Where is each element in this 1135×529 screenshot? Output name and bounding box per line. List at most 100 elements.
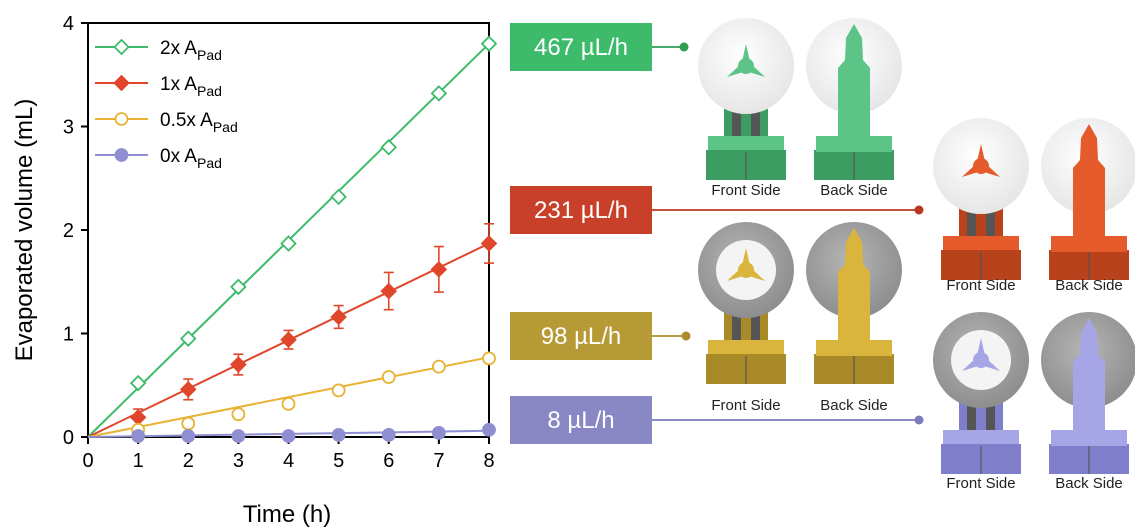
callout-label: 467 µL/h	[534, 34, 628, 61]
device-pair-1: Front Side Back Side	[933, 118, 1135, 294]
legend-entry-0: 2x APad	[95, 38, 222, 63]
legend-label: 2x APad	[160, 38, 222, 63]
legend-entry-3: 0x APad	[95, 146, 222, 171]
device-stem	[1073, 124, 1105, 236]
data-point	[430, 261, 448, 278]
data-point	[482, 422, 496, 437]
data-point	[230, 278, 247, 296]
legend-entry-2: 0.5x APad	[95, 110, 238, 135]
x-tick-label: 1	[133, 450, 144, 472]
device-base-top	[943, 236, 1019, 252]
x-axis-label: Time (h)	[243, 501, 331, 528]
plot-frame	[87, 22, 490, 438]
legend-label: 0.5x APad	[160, 110, 238, 135]
device-base-top	[708, 136, 784, 152]
callout-box	[510, 312, 652, 360]
y-tick-label: 2	[63, 220, 74, 242]
tick-labels: 0 1 2 3 4 5 6 7 8 0 1 2 3 4	[63, 13, 495, 472]
data-point	[431, 359, 446, 374]
front-side-caption: Front Side	[946, 277, 1015, 294]
x-tick-label: 0	[82, 450, 93, 472]
callout-0: 467 µL/h	[510, 23, 689, 71]
data-point	[181, 416, 196, 431]
device-pair-3: Front Side Back Side	[933, 312, 1135, 492]
data-point	[280, 331, 297, 348]
callout-2: 98 µL/h	[510, 312, 691, 360]
device-back	[1041, 118, 1135, 280]
data-point	[381, 428, 396, 442]
data-point	[430, 85, 448, 102]
data-point	[331, 428, 346, 442]
device-renderings: Front Side Back Side Front Side Back Side Fr…	[698, 18, 1135, 492]
back-side-caption: Back Side	[820, 182, 888, 199]
device-back	[806, 18, 902, 180]
device-back	[806, 222, 902, 384]
device-pair-0: Front Side Back Side	[698, 18, 902, 199]
callout-1: 231 µL/h	[510, 186, 924, 234]
device-base-top	[816, 136, 892, 152]
data-point	[280, 235, 297, 252]
device-hub	[973, 352, 989, 368]
data-point	[113, 38, 130, 56]
x-tick-label: 6	[383, 450, 394, 472]
evaporation-chart: 0 1 2 3 4 5 6 7 8 0 1 2 3 4 2x APad 1x APad 0.5x APad 0x…	[11, 13, 498, 528]
callout-dot	[914, 205, 924, 215]
y-axis-label: Evaporated volume (mL)	[11, 99, 38, 362]
data-point	[231, 407, 246, 422]
data-point	[131, 429, 146, 443]
series-2	[87, 351, 496, 438]
front-side-caption: Front Side	[711, 397, 780, 414]
data-point	[281, 396, 296, 411]
front-side-caption: Front Side	[711, 182, 780, 199]
x-tick-label: 4	[283, 450, 294, 472]
x-tick-label: 3	[233, 450, 244, 472]
device-base-top	[943, 430, 1019, 446]
x-tick-label: 5	[333, 450, 344, 472]
device-stem	[838, 228, 870, 340]
data-point	[330, 308, 347, 326]
data-point	[179, 330, 197, 347]
y-tick-label: 3	[63, 117, 74, 139]
data-point	[114, 148, 129, 162]
data-point	[330, 188, 347, 206]
device-base-top	[708, 340, 784, 356]
device-front	[698, 18, 794, 180]
device-stem	[1073, 318, 1105, 430]
y-tick-label: 0	[63, 427, 74, 449]
data-point	[480, 235, 498, 252]
legend-label: 0x APad	[160, 146, 222, 171]
callout-dot	[681, 331, 691, 341]
rate-callouts: 467 µL/h 231 µL/h 98 µL/h 8 µL/h	[510, 23, 924, 444]
device-slot	[967, 210, 976, 238]
device-stem	[838, 24, 870, 136]
x-tick-label: 2	[183, 450, 194, 472]
data-point	[480, 35, 498, 52]
device-hub	[738, 262, 754, 278]
data-point	[179, 381, 197, 398]
back-side-caption: Back Side	[820, 397, 888, 414]
data-point	[331, 383, 346, 398]
data-point	[482, 351, 496, 366]
device-slot	[967, 404, 976, 432]
device-base-top	[816, 340, 892, 356]
callout-box	[510, 186, 652, 234]
callout-3: 8 µL/h	[510, 396, 924, 444]
data-point	[231, 429, 246, 443]
data-point	[380, 138, 398, 156]
callout-box	[510, 23, 652, 71]
device-slot	[751, 110, 760, 138]
device-base-top	[1051, 430, 1127, 446]
y-tick-label: 1	[63, 324, 74, 346]
device-hub	[738, 58, 754, 74]
back-side-caption: Back Side	[1055, 277, 1123, 294]
device-slot	[732, 314, 741, 342]
callout-box	[510, 396, 652, 444]
callout-label: 98 µL/h	[541, 323, 622, 350]
data-point	[380, 282, 398, 300]
device-hub	[973, 158, 989, 174]
legend-entry-1: 1x APad	[95, 74, 222, 99]
data-point	[113, 74, 130, 92]
device-slot	[751, 314, 760, 342]
series-layer	[87, 35, 498, 443]
